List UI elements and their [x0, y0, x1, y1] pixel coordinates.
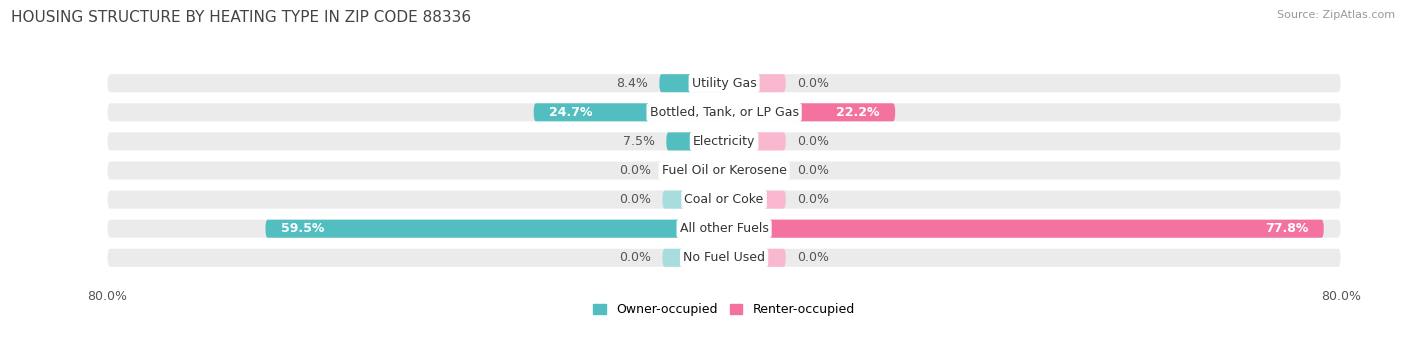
FancyBboxPatch shape [724, 249, 786, 267]
Text: 0.0%: 0.0% [797, 77, 830, 90]
Text: 0.0%: 0.0% [797, 251, 830, 264]
FancyBboxPatch shape [666, 132, 724, 150]
FancyBboxPatch shape [107, 220, 1341, 238]
FancyBboxPatch shape [107, 103, 1341, 121]
Text: Fuel Oil or Kerosene: Fuel Oil or Kerosene [662, 164, 786, 177]
FancyBboxPatch shape [107, 249, 1341, 267]
Text: Bottled, Tank, or LP Gas: Bottled, Tank, or LP Gas [650, 106, 799, 119]
FancyBboxPatch shape [534, 103, 724, 121]
Text: 8.4%: 8.4% [616, 77, 648, 90]
FancyBboxPatch shape [107, 74, 1341, 92]
FancyBboxPatch shape [266, 220, 724, 238]
FancyBboxPatch shape [662, 162, 724, 179]
Text: Utility Gas: Utility Gas [692, 77, 756, 90]
Text: No Fuel Used: No Fuel Used [683, 251, 765, 264]
FancyBboxPatch shape [107, 191, 1341, 209]
FancyBboxPatch shape [724, 220, 1323, 238]
Text: 7.5%: 7.5% [623, 135, 655, 148]
FancyBboxPatch shape [662, 191, 724, 209]
FancyBboxPatch shape [659, 74, 724, 92]
FancyBboxPatch shape [724, 191, 786, 209]
Text: 59.5%: 59.5% [281, 222, 325, 235]
Text: Coal or Coke: Coal or Coke [685, 193, 763, 206]
Text: 0.0%: 0.0% [797, 193, 830, 206]
FancyBboxPatch shape [724, 132, 786, 150]
Text: 0.0%: 0.0% [797, 164, 830, 177]
Text: Electricity: Electricity [693, 135, 755, 148]
FancyBboxPatch shape [724, 162, 786, 179]
FancyBboxPatch shape [724, 103, 896, 121]
FancyBboxPatch shape [662, 249, 724, 267]
FancyBboxPatch shape [724, 74, 786, 92]
Text: All other Fuels: All other Fuels [679, 222, 769, 235]
Text: 0.0%: 0.0% [619, 251, 651, 264]
Text: 0.0%: 0.0% [797, 135, 830, 148]
Text: HOUSING STRUCTURE BY HEATING TYPE IN ZIP CODE 88336: HOUSING STRUCTURE BY HEATING TYPE IN ZIP… [11, 10, 471, 25]
Legend: Owner-occupied, Renter-occupied: Owner-occupied, Renter-occupied [589, 298, 859, 321]
Text: 0.0%: 0.0% [619, 164, 651, 177]
Text: 0.0%: 0.0% [619, 193, 651, 206]
FancyBboxPatch shape [107, 132, 1341, 150]
Text: 22.2%: 22.2% [837, 106, 880, 119]
Text: 77.8%: 77.8% [1265, 222, 1309, 235]
Text: Source: ZipAtlas.com: Source: ZipAtlas.com [1277, 10, 1395, 20]
Text: 24.7%: 24.7% [550, 106, 592, 119]
FancyBboxPatch shape [107, 162, 1341, 179]
